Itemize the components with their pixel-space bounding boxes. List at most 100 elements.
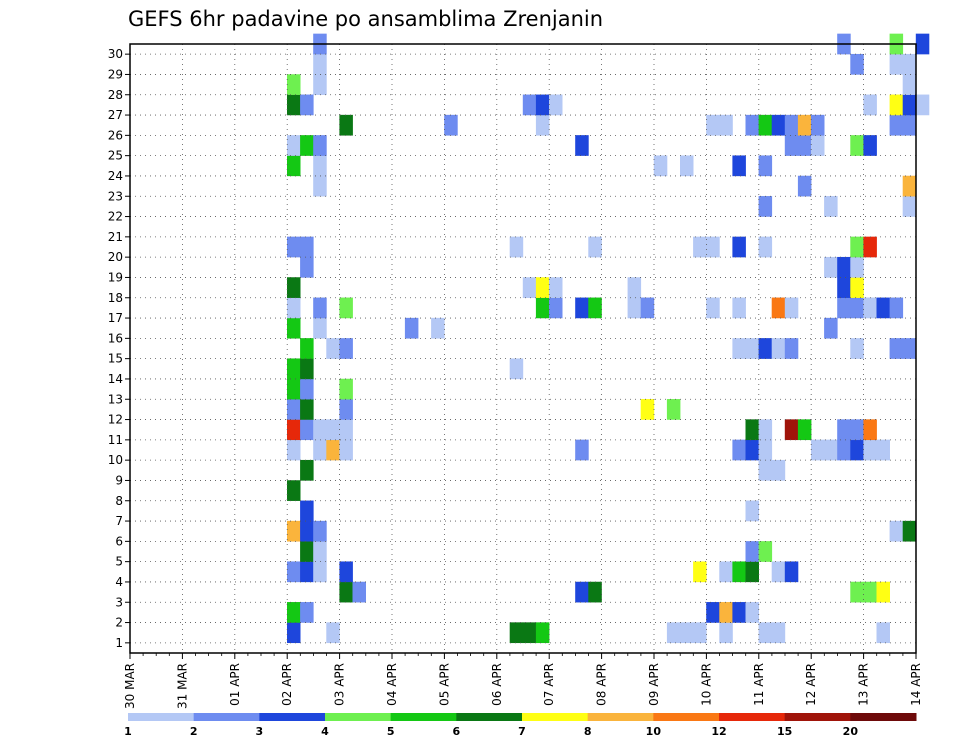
cell-member-27-180 [535,94,550,116]
cell-member-27-179 [522,94,537,116]
cell-member-3-18 [339,581,353,603]
cell-member-11-75 [863,419,877,441]
cell-member-20-134 [300,236,314,258]
cell-member-11-68 [339,419,353,441]
cell-member-15-89 [339,338,353,359]
cell-member-1-2 [509,622,524,644]
cell-member-19-132 [850,256,864,278]
cell-member-15-91 [745,338,759,359]
cell-member-17-120 [876,297,890,319]
x-tick-label-15: 14 APR [909,663,923,706]
cell-member-14-86 [509,358,524,380]
cell-member-26-176 [902,114,917,136]
cell-member-15-93 [758,338,773,359]
cell-member-17-113 [706,297,720,319]
cell-member-3-24 [876,581,890,603]
cell-member-11-66 [313,419,327,441]
cell-member-23-147 [797,175,812,197]
cell-member-4-34 [784,561,799,583]
cell-member-16-101 [404,317,419,339]
x-tick-label-12: 11 APR [752,663,766,706]
cell-member-12-77 [300,399,314,420]
cell-member-10-62 [863,439,877,461]
cell-member-5-37 [745,541,759,562]
cell-member-3-20 [575,581,589,603]
cell-member-25-155 [287,135,301,156]
colorbar-label-4: 4 [321,725,329,738]
cell-member-17-107 [535,297,550,319]
cell-member-11-73 [837,419,851,441]
colorbar-segment-6 [456,713,523,721]
cell-member-24-149 [287,155,301,177]
cell-member-18-125 [549,277,563,298]
cell-member-26-173 [797,114,812,136]
y-tick-label-24: 24 [108,169,123,183]
cell-member-28-187 [313,74,327,95]
y-tick-label-4: 4 [115,575,123,589]
cell-member-10-56 [745,439,759,461]
cell-member-22-143 [758,196,773,217]
cell-member-17-117 [837,297,851,319]
grid-lines [130,44,916,653]
cell-member-15-98 [902,338,917,359]
colorbar-label-5: 5 [387,725,395,738]
x-tick-label-2: 01 APR [228,663,242,706]
y-tick-label-20: 20 [108,250,123,264]
y-tick-label-14: 14 [108,372,123,386]
cell-member-13-83 [339,378,353,400]
colorbar-segment-7 [522,713,589,721]
cell-member-17-110 [588,297,602,319]
cell-member-20-140 [758,236,773,258]
cell-member-26-168 [719,114,733,136]
y-tick-label-3: 3 [115,595,123,609]
cell-member-4-29 [693,561,707,583]
cell-member-20-135 [509,236,524,258]
cell-member-17-115 [771,297,786,319]
cell-member-25-163 [863,135,877,156]
colorbar-label-15: 15 [777,725,792,738]
cell-member-27-177 [287,94,301,116]
y-tick-label-7: 7 [115,514,123,528]
cell-member-11-64 [287,419,301,441]
cell-member-20-139 [732,236,746,258]
cell-member-19-129 [300,256,314,278]
cell-member-24-150 [313,155,327,177]
cell-member-25-162 [850,135,864,156]
cell-member-18-127 [837,277,851,298]
colorbar-label-7: 7 [518,725,526,738]
cell-member-10-52 [326,439,340,461]
y-tick-label-30: 30 [108,47,123,61]
cell-member-11-74 [850,419,864,441]
cell-member-10-61 [850,439,864,461]
y-tick-label-25: 25 [108,149,123,163]
cell-member-1-4 [535,622,550,644]
cell-member-19-131 [837,256,851,278]
colorbar-label-1: 1 [124,725,132,738]
cell-member-10-63 [876,439,890,461]
cell-member-20-142 [863,236,877,258]
cell-member-24-154 [758,155,773,177]
x-tick-label-3: 02 APR [280,663,294,706]
cell-member-10-54 [575,439,589,461]
cell-member-26-171 [771,114,786,136]
cell-member-25-159 [784,135,799,156]
cell-member-10-58 [811,439,825,461]
cell-member-1-1 [326,622,340,644]
cell-member-15-88 [326,338,340,359]
cell-member-1-3 [522,622,537,644]
cell-member-2-15 [719,602,733,623]
cell-member-10-55 [732,439,746,461]
cell-member-1-11 [876,622,890,644]
cell-member-5-35 [300,541,314,562]
colorbar-segment-5 [390,713,457,721]
cell-member-17-108 [549,297,563,319]
cell-member-11-65 [300,419,314,441]
cell-member-20-138 [706,236,720,258]
cell-member-27-181 [549,94,563,116]
colorbar-segment-3 [259,713,326,721]
cell-member-17-106 [339,297,353,319]
y-tick-label-12: 12 [108,413,123,427]
colorbar-segment-9 [653,713,720,721]
colorbar-segment-2 [193,713,260,721]
x-tick-label-8: 07 APR [542,663,556,706]
